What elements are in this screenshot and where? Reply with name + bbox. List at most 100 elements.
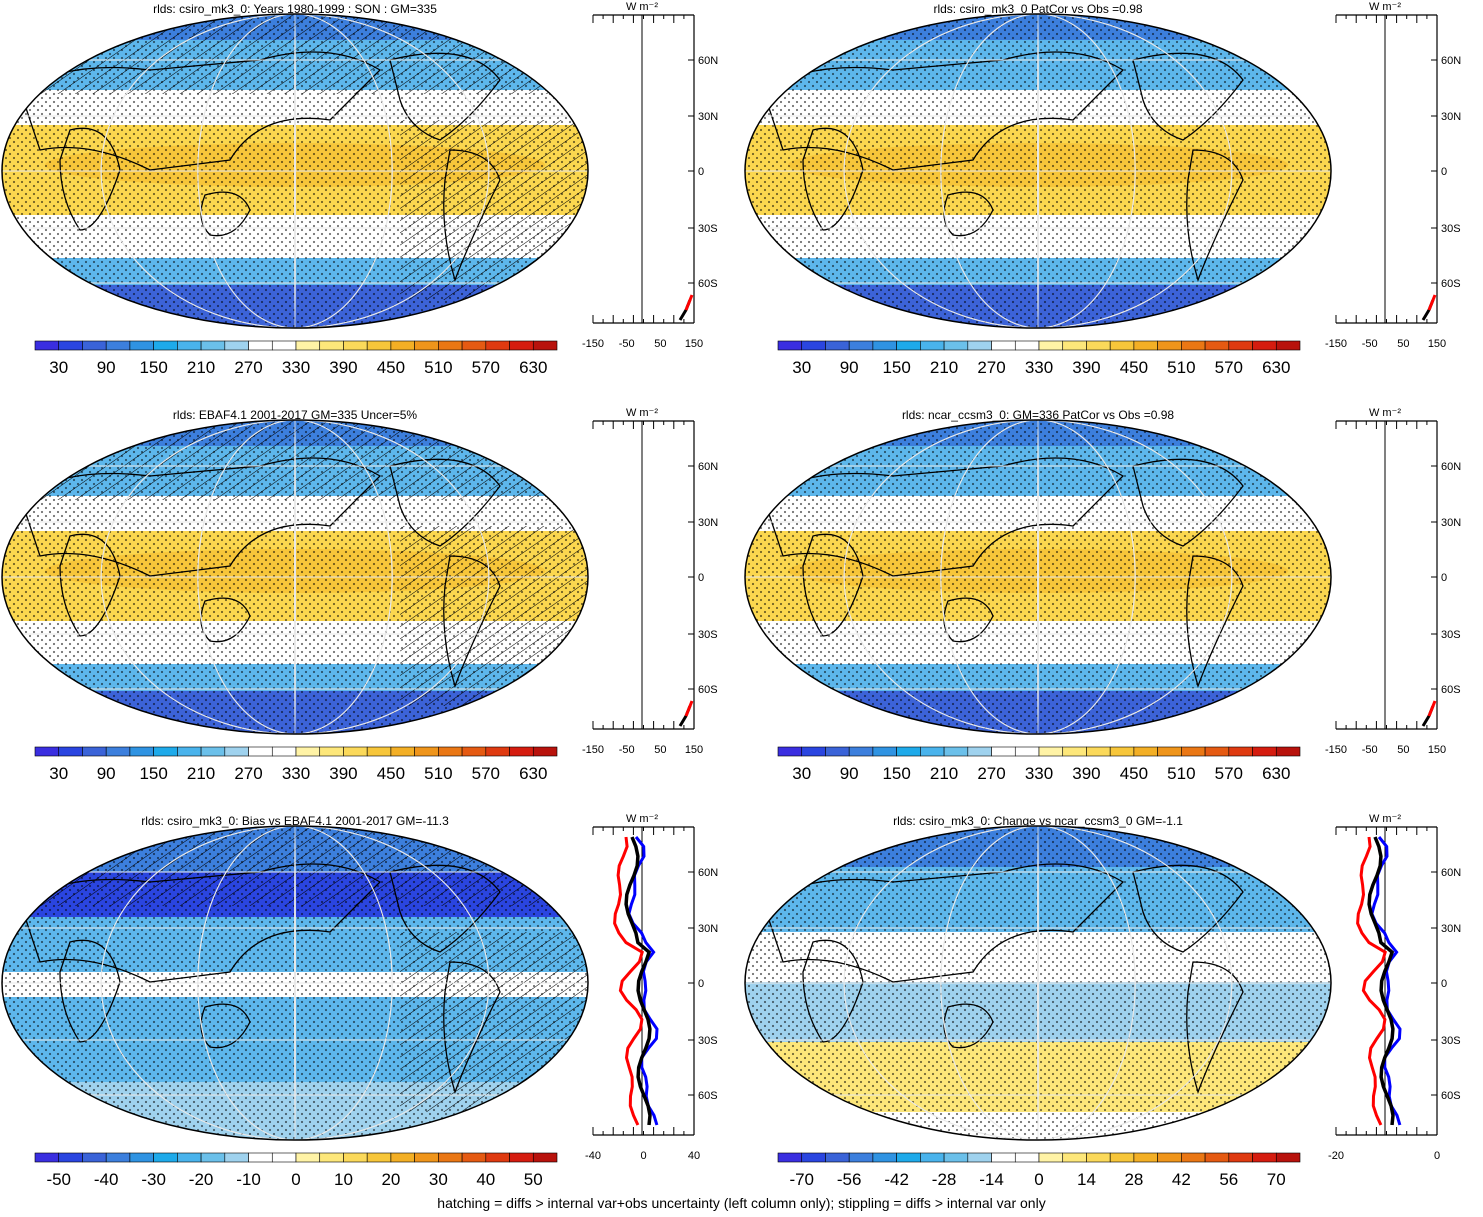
- coastline: [389, 864, 501, 953]
- profile-tick-label: -50: [619, 744, 635, 756]
- graticule-lon: [843, 826, 1233, 1140]
- coastline: [802, 127, 864, 231]
- colorbar-swatch: [34, 340, 60, 351]
- colorbar-swatch: [129, 1152, 154, 1163]
- colorbar-label: 390: [329, 358, 357, 377]
- colorbar-label: 150: [139, 764, 167, 783]
- graticule-lon: [100, 826, 490, 1140]
- colorbar-label: 90: [840, 764, 859, 783]
- coastline: [1132, 52, 1244, 141]
- profile-tick-label: 50: [1397, 744, 1409, 756]
- coastline: [59, 533, 121, 637]
- colorbar-swatch: [319, 746, 344, 757]
- lat-label: 30S: [698, 223, 718, 235]
- graticule-lon: [1037, 420, 1039, 734]
- colorbar-swatch: [801, 340, 826, 351]
- colorbar-label: 570: [1215, 764, 1243, 783]
- colorbar-label: -50: [46, 1170, 71, 1189]
- profile-tick-label: -150: [1325, 744, 1347, 756]
- colorbar-swatch: [1038, 340, 1064, 351]
- graticule-lon: [940, 14, 1136, 328]
- colorbar-label: 30: [792, 764, 811, 783]
- colorbar-swatch: [1109, 1152, 1135, 1163]
- panel-2: rlds: csiro_mk3_0 PatCor vs Obs =0.98 W …: [743, 0, 1483, 405]
- colorbar-swatch: [532, 746, 558, 757]
- profile-line-model: [624, 836, 652, 1126]
- colorbar-swatch: [271, 340, 297, 351]
- colorbar-swatch: [825, 1152, 850, 1163]
- colorbar-swatch: [1181, 1152, 1206, 1163]
- colorbar-label: 630: [1262, 358, 1290, 377]
- lat-label: 30N: [698, 111, 718, 123]
- colorbar-swatch: [801, 1152, 826, 1163]
- lat-label: 30S: [1441, 629, 1461, 641]
- colorbar: -70 -56 -42 -28 -14 0 14 28 42 56 70: [777, 1152, 1301, 1189]
- graticule-lon: [940, 420, 1136, 734]
- colorbar-swatch: [485, 1152, 510, 1163]
- profile-line-obs: [1356, 836, 1387, 1126]
- map-figure: W m⁻² 60N 30N 0 30S 60S -40 0 40 -50 -40 -30 -20 -10 0…: [1, 813, 718, 1189]
- colorbar-label: -70: [789, 1170, 814, 1189]
- graticule-lon: [100, 14, 490, 328]
- colorbar-label: 270: [977, 358, 1005, 377]
- colorbar-swatch: [248, 746, 273, 757]
- colorbar-swatch: [509, 340, 534, 351]
- zonal-profile: W m⁻² 60N 30N 0 30S 60S -150 -50 50 150: [1325, 407, 1461, 756]
- lat-label: 60S: [698, 278, 718, 290]
- graticule-lon: [294, 420, 296, 734]
- colorbar-swatch: [129, 746, 154, 757]
- panel-5: rlds: csiro_mk3_0: Bias vs EBAF4.1 2001-…: [0, 812, 740, 1217]
- colorbar-swatch: [872, 340, 897, 351]
- profile-tick-label: 0: [640, 1150, 646, 1162]
- map-border: [1, 13, 589, 329]
- colorbar-swatch: [82, 746, 107, 757]
- colorbar-swatch: [82, 340, 107, 351]
- colorbar-swatch: [438, 746, 463, 757]
- colorbar-swatch: [1252, 340, 1277, 351]
- colorbar-label: 390: [1072, 358, 1100, 377]
- colorbar-label: -40: [94, 1170, 119, 1189]
- colorbar-swatch: [1228, 340, 1253, 351]
- colorbar-swatch: [1181, 340, 1206, 351]
- panel-title: rlds: EBAF4.1 2001-2017 GM=335 Uncer=5%: [172, 408, 418, 422]
- colorbar-label: 70: [1267, 1170, 1286, 1189]
- colorbar-label: 28: [1124, 1170, 1143, 1189]
- graticule-lon: [940, 826, 1136, 1140]
- colorbar-swatch: [295, 340, 321, 351]
- coastline: [389, 458, 501, 547]
- lat-label: 30N: [1441, 111, 1461, 123]
- lat-label: 60N: [1441, 867, 1461, 879]
- panel-title: rlds: csiro_mk3_0: Bias vs EBAF4.1 2001-…: [141, 814, 449, 828]
- map-figure: W m⁻² 60N 30N 0 30S 60S -150 -50 50 150 30 90 150 210…: [744, 407, 1461, 783]
- lat-label: 30S: [1441, 1035, 1461, 1047]
- profile-tick-label: -50: [619, 338, 635, 350]
- lat-label: 30N: [698, 517, 718, 529]
- colorbar-swatch: [461, 746, 487, 757]
- colorbar-swatch: [58, 340, 83, 351]
- colorbar-label: -14: [979, 1170, 1004, 1189]
- colorbar-swatch: [414, 340, 439, 351]
- colorbar-swatch: [1275, 746, 1301, 757]
- colorbar-swatch: [105, 1152, 131, 1163]
- lat-label: 30N: [1441, 923, 1461, 935]
- colorbar-swatch: [366, 340, 392, 351]
- colorbar-swatch: [532, 340, 558, 351]
- colorbar: 30 90 150 210 270 330 390 450 510 570 630: [34, 746, 558, 783]
- colorbar-swatch: [1109, 746, 1135, 757]
- lat-label: 60N: [698, 461, 718, 473]
- graticule-lon: [197, 14, 393, 328]
- colorbar-swatch: [509, 746, 534, 757]
- colorbar-swatch: [153, 340, 178, 351]
- profile-line-model: [1367, 836, 1395, 1126]
- profile-tick-label: 150: [1428, 744, 1446, 756]
- colorbar-swatch: [366, 746, 392, 757]
- colorbar-label: 90: [840, 358, 859, 377]
- colorbar-swatch: [390, 746, 415, 757]
- colorbar-swatch: [438, 340, 463, 351]
- colorbar-swatch: [1204, 340, 1230, 351]
- colorbar-label: 270: [234, 764, 262, 783]
- colorbar-swatch: [271, 746, 297, 757]
- colorbar-swatch: [896, 340, 921, 351]
- profile-tick-label: -150: [582, 744, 604, 756]
- colorbar-swatch: [991, 1152, 1016, 1163]
